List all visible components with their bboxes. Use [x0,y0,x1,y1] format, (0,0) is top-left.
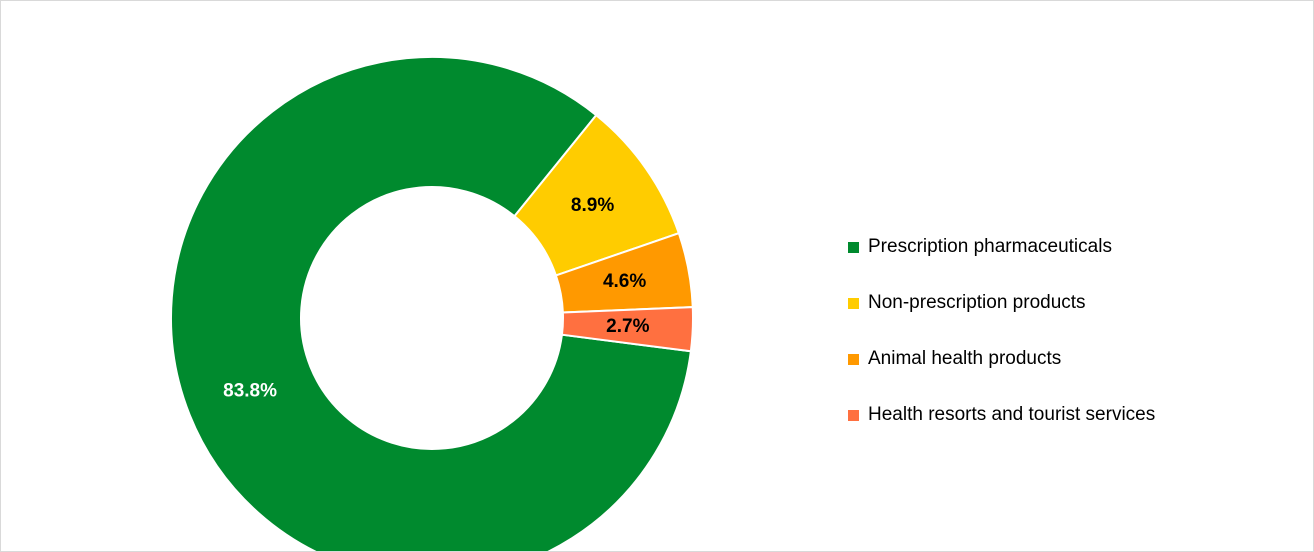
data-label-health-resorts-and-tourist-services: 2.7% [606,316,649,337]
donut-slices [170,56,694,551]
legend-swatch [848,297,859,309]
data-label-non-prescription-products: 8.9% [571,195,614,216]
legend-swatch [848,409,859,421]
legend-item-prescription-pharmaceuticals: Prescription pharmaceuticals [848,219,1155,275]
legend-item-animal-health-products: Animal health products [848,331,1155,387]
slice-prescription-pharmaceuticals [170,56,692,551]
legend: Prescription pharmaceuticals Non-prescri… [848,219,1155,443]
legend-label: Animal health products [868,348,1062,369]
legend-swatch [848,353,859,365]
legend-label: Prescription pharmaceuticals [868,236,1112,257]
legend-label: Health resorts and tourist services [868,404,1156,425]
legend-swatch [848,241,859,253]
legend-item-health-resorts-and-tourist-services: Health resorts and tourist services [848,387,1155,443]
donut-data-labels: 83.8% 8.9% 4.6% 2.7% [223,195,649,401]
legend-item-non-prescription-products: Non-prescription products [848,275,1155,331]
data-label-prescription-pharmaceuticals: 83.8% [223,380,277,401]
legend-label: Non-prescription products [868,292,1086,313]
slice-health-resorts-and-tourist-services [560,306,694,353]
data-label-animal-health-products: 4.6% [603,271,646,292]
